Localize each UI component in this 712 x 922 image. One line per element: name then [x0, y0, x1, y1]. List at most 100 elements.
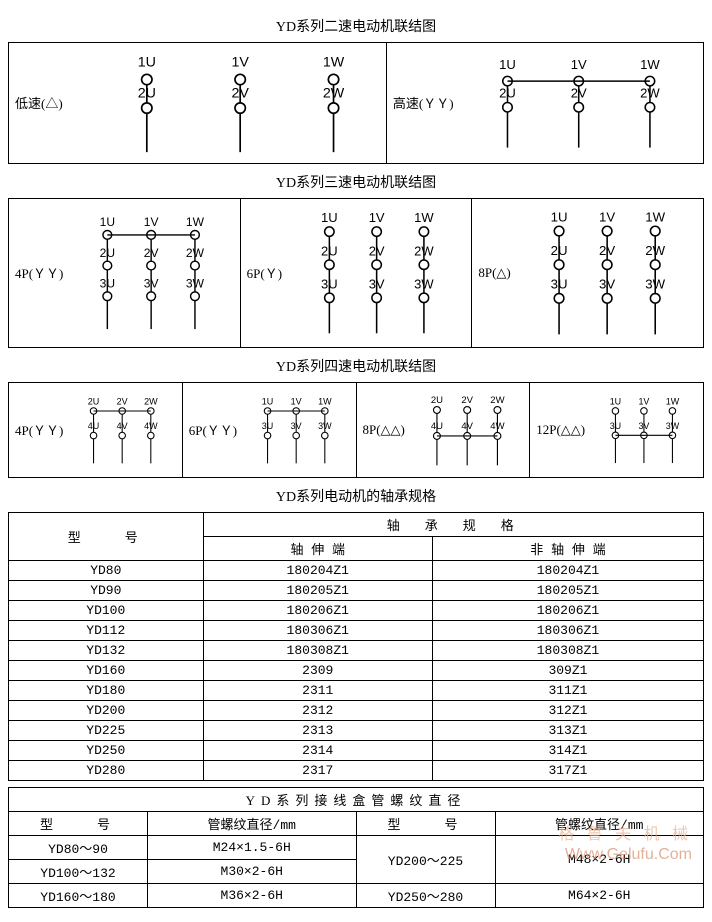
svg-text:1W: 1W [645, 209, 665, 224]
table-row: YD90180205Z1180205Z1 [9, 580, 704, 600]
svg-text:1V: 1V [570, 58, 586, 73]
table-cell: 2313 [203, 720, 432, 740]
svg-text:1V: 1V [599, 209, 615, 224]
svg-text:1U: 1U [321, 210, 338, 225]
svg-text:1W: 1W [323, 55, 345, 71]
svg-text:1U: 1U [610, 397, 621, 407]
svg-text:2V: 2V [117, 396, 128, 406]
table-cell: YD90 [9, 580, 204, 600]
svg-text:1W: 1W [186, 215, 205, 229]
table-cell: 180206Z1 [203, 600, 432, 620]
table-cell: 2312 [203, 700, 432, 720]
table-cell: 180204Z1 [432, 560, 703, 580]
svg-text:1V: 1V [144, 215, 159, 229]
thread-hdr-model2: 型 号 [356, 811, 495, 835]
svg-text:2U: 2U [431, 395, 443, 406]
table-row: YD1602309309Z1 [9, 660, 704, 680]
table-cell: 312Z1 [432, 700, 703, 720]
thread-hdr-dia1: 管螺纹直径/mm [148, 811, 357, 835]
table-cell: 2311 [203, 680, 432, 700]
fs-p8-diagram: 2U2V2W4U4V4W [411, 391, 523, 469]
table-cell: 180306Z1 [203, 620, 432, 640]
table-cell: M64×2-6H [495, 883, 704, 907]
table-cell: YD225 [9, 720, 204, 740]
title-two-speed: YD系列二速电动机联结图 [8, 16, 704, 36]
svg-text:1V: 1V [639, 397, 650, 407]
bearing-table: 型 号 轴 承 规 格 轴 伸 端 非 轴 伸 端 YD80180204Z118… [8, 512, 704, 781]
table-cell: M24×1.5-6H [148, 835, 357, 859]
table-cell: M36×2-6H [148, 883, 357, 907]
table-cell: 180308Z1 [203, 640, 432, 660]
table-row: YD2502314314Z1 [9, 740, 704, 760]
table-cell: YD160 [9, 660, 204, 680]
title-three-speed: YD系列三速电动机联结图 [8, 172, 704, 192]
table-cell: YD200～225 [356, 835, 495, 883]
table-row: YD2802317317Z1 [9, 760, 704, 780]
svg-text:1W: 1W [318, 396, 332, 406]
svg-text:1W: 1W [666, 397, 680, 407]
p6-label: 6P(Ｙ) [247, 263, 282, 282]
p8-diagram: 1U1V1W2U2V2W3U3V3W [517, 207, 697, 339]
table-cell: M48×2-6H [495, 835, 704, 883]
p4-label: 4P(ＹＹ) [15, 263, 63, 282]
bearing-hdr-model: 型 号 [9, 512, 204, 560]
high-speed-label: 高速(ＹＹ) [393, 93, 454, 112]
svg-text:1U: 1U [262, 396, 274, 406]
table-cell: 180204Z1 [203, 560, 432, 580]
svg-text:2W: 2W [490, 395, 504, 406]
table-cell: 2314 [203, 740, 432, 760]
table-cell: YD250 [9, 740, 204, 760]
bearing-hdr-spec: 轴 承 规 格 [203, 512, 703, 536]
three-speed-box: 4P(ＹＹ) 1U1V1W2U2V2W3U3V3W 6P(Ｙ) 1U1V1W2U… [8, 198, 704, 348]
table-cell: YD112 [9, 620, 204, 640]
low-speed-label: 低速(△) [15, 93, 63, 112]
table-cell: 314Z1 [432, 740, 703, 760]
table-cell: 180205Z1 [203, 580, 432, 600]
table-row: YD160～180M36×2-6HYD250～280M64×2-6H [9, 883, 704, 907]
thread-title: YD系列接线盒管螺纹直径 [9, 787, 704, 811]
table-cell: 180206Z1 [432, 600, 703, 620]
svg-text:1U: 1U [550, 209, 567, 224]
table-cell: YD250～280 [356, 883, 495, 907]
bearing-hdr-nonshaft: 非 轴 伸 端 [432, 536, 703, 560]
table-cell: 2317 [203, 760, 432, 780]
fs-p4-label: 4P(ＹＹ) [15, 420, 63, 439]
table-row: YD80180204Z1180204Z1 [9, 560, 704, 580]
table-cell: 317Z1 [432, 760, 703, 780]
table-row: YD100180206Z1180206Z1 [9, 600, 704, 620]
thread-hdr-dia2: 管螺纹直径/mm [495, 811, 704, 835]
table-cell: 309Z1 [432, 660, 703, 680]
bearing-hdr-shaft: 轴 伸 端 [203, 536, 432, 560]
svg-text:2W: 2W [144, 396, 158, 406]
p4-diagram: 1U1V1W2U2V2W3U3V3W [69, 213, 233, 333]
table-cell: YD180 [9, 680, 204, 700]
table-cell: YD80 [9, 560, 204, 580]
svg-text:1V: 1V [369, 210, 385, 225]
table-cell: YD132 [9, 640, 204, 660]
fs-p12-label: 12P(△△) [536, 422, 585, 438]
table-cell: 180306Z1 [432, 620, 703, 640]
svg-text:1V: 1V [231, 55, 249, 71]
fs-p6-diagram: 1U1V1W3U3V3W [243, 393, 349, 467]
table-cell: 2309 [203, 660, 432, 680]
svg-text:1U: 1U [100, 215, 115, 229]
svg-text:2U: 2U [88, 396, 100, 406]
table-row: YD2252313313Z1 [9, 720, 704, 740]
svg-text:2V: 2V [461, 395, 473, 406]
svg-text:1W: 1W [414, 210, 434, 225]
thread-hdr-model1: 型 号 [9, 811, 148, 835]
title-bearing: YD系列电动机的轴承规格 [8, 486, 704, 506]
table-row: YD2002312312Z1 [9, 700, 704, 720]
fs-p4-diagram: 2U2V2W4U4V4W [69, 393, 175, 467]
svg-text:1U: 1U [499, 58, 516, 73]
svg-text:1W: 1W [640, 58, 660, 73]
table-cell: YD280 [9, 760, 204, 780]
table-row: YD112180306Z1180306Z1 [9, 620, 704, 640]
table-cell: YD80～90 [9, 835, 148, 859]
svg-text:1U: 1U [137, 55, 155, 71]
table-cell: 180308Z1 [432, 640, 703, 660]
four-speed-box: 4P(ＹＹ) 2U2V2W4U4V4W 6P(ＹＹ) 1U1V1W3U3V3W … [8, 382, 704, 478]
table-row: YD1802311311Z1 [9, 680, 704, 700]
table-cell: 180205Z1 [432, 580, 703, 600]
two-speed-box: 低速(△) 1U1V1W2U2V2W 高速(ＹＹ) 1U1V1W2U2V2W [8, 42, 704, 164]
